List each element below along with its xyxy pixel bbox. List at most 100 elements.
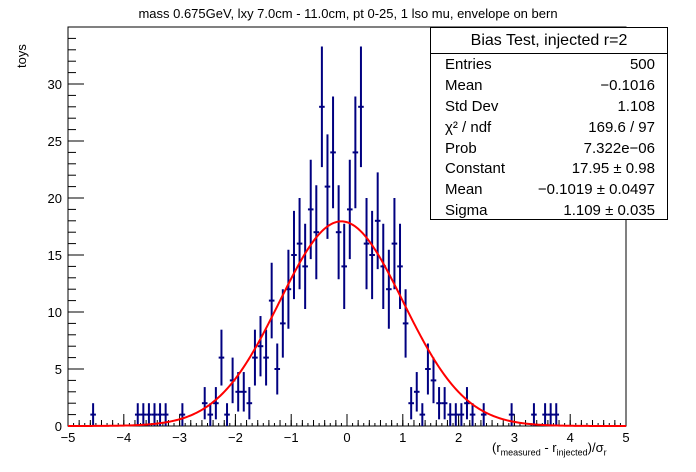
histogram-point bbox=[280, 289, 286, 358]
stats-row-label: Std Dev bbox=[445, 97, 499, 115]
stats-row-value: 1.108 bbox=[617, 97, 655, 115]
histogram-point bbox=[274, 343, 281, 395]
histogram-point bbox=[330, 96, 336, 209]
histogram-point bbox=[553, 403, 560, 426]
x-tick-label: −3 bbox=[172, 430, 187, 445]
histogram-point bbox=[146, 403, 152, 426]
stats-row-label: Constant bbox=[445, 160, 506, 178]
y-tick-label: 0 bbox=[55, 419, 62, 434]
stats-row-value: 7.322e−06 bbox=[583, 139, 655, 157]
histogram-point bbox=[358, 46, 364, 168]
x-tick-label: 4 bbox=[567, 430, 574, 445]
histogram-point bbox=[547, 403, 554, 426]
histogram-point bbox=[413, 372, 420, 412]
stats-row-value: 17.95 ± 0.98 bbox=[571, 160, 655, 178]
histogram-point bbox=[369, 210, 375, 300]
stats-row-value: 1.109 ± 0.035 bbox=[563, 202, 655, 220]
x-tick-label: 2 bbox=[455, 430, 462, 445]
histogram-point bbox=[319, 46, 325, 168]
x-axis-label-sub: measured bbox=[500, 447, 541, 458]
histogram-point bbox=[447, 403, 454, 426]
stats-row-label: Sigma bbox=[445, 202, 488, 220]
histogram-point bbox=[453, 403, 459, 426]
y-tick-label: 30 bbox=[48, 77, 62, 92]
x-tick-label: −5 bbox=[61, 430, 76, 445]
histogram-point bbox=[430, 357, 437, 404]
histogram-point bbox=[268, 262, 275, 339]
histogram-point bbox=[386, 249, 392, 329]
histogram-point bbox=[179, 403, 186, 426]
gaussian-fit-curve bbox=[68, 220, 626, 427]
stats-row: Prob 7.322e−06 bbox=[431, 138, 667, 159]
stats-row: Mean −0.1016 bbox=[431, 75, 667, 96]
histogram-point bbox=[531, 403, 537, 426]
histogram-point bbox=[352, 96, 359, 209]
histogram-point bbox=[419, 403, 426, 426]
y-tick-label: 15 bbox=[48, 248, 62, 263]
histogram-point bbox=[335, 185, 342, 280]
histogram-point bbox=[469, 403, 476, 426]
histogram-point bbox=[464, 387, 470, 420]
histogram-point bbox=[307, 159, 314, 260]
histogram-point bbox=[324, 134, 331, 239]
histogram-point bbox=[425, 343, 431, 395]
stats-row-label: χ² / ndf bbox=[445, 118, 492, 136]
stats-row-label: Mean bbox=[445, 181, 483, 199]
x-tick-label: 0 bbox=[343, 430, 350, 445]
x-axis-label-sub: injected bbox=[556, 447, 588, 458]
histogram-point bbox=[134, 403, 141, 426]
histogram-point bbox=[436, 387, 442, 420]
stats-row: χ² / ndf 169.6 / 97 bbox=[431, 117, 667, 138]
histogram-point bbox=[302, 223, 308, 310]
stats-row: Std Dev 1.108 bbox=[431, 96, 667, 117]
x-tick-label: −2 bbox=[228, 430, 243, 445]
stats-row-value: −0.1016 bbox=[600, 76, 655, 94]
histogram-point bbox=[402, 289, 409, 358]
stats-row-label: Entries bbox=[445, 56, 492, 73]
histogram-point bbox=[224, 403, 230, 426]
x-tick-label: 1 bbox=[399, 430, 406, 445]
x-axis-label-part: (r bbox=[492, 440, 501, 455]
stats-row: Entries 500 bbox=[431, 54, 667, 75]
histogram-point bbox=[151, 403, 158, 426]
stats-row-value: 169.6 / 97 bbox=[588, 118, 655, 136]
y-tick-label: 20 bbox=[48, 191, 62, 206]
y-tick-label: 5 bbox=[55, 362, 62, 377]
histogram-point bbox=[263, 329, 269, 386]
stats-row-value: 500 bbox=[629, 56, 655, 73]
stats-box: Bias Test, injected r=2 Entries 500 Mean −0… bbox=[430, 27, 668, 220]
stats-rows: Entries 500 Mean −0.1016 Std Dev 1.108 χ² / nd… bbox=[431, 54, 667, 221]
histogram-point bbox=[408, 387, 414, 420]
x-axis-label: (rmeasured - rinjected)/σr bbox=[492, 440, 607, 458]
x-axis-label-part: )/σ bbox=[587, 440, 604, 455]
stats-row-value: −0.1019 ± 0.0497 bbox=[537, 181, 655, 199]
histogram-point bbox=[257, 316, 264, 377]
histogram-point bbox=[347, 159, 353, 260]
histogram-point bbox=[441, 387, 448, 420]
histogram-point bbox=[291, 210, 297, 300]
histogram-point bbox=[341, 223, 347, 310]
stats-row: Sigma 1.109 ± 0.035 bbox=[431, 200, 667, 221]
y-axis-label-text: toys bbox=[14, 44, 29, 68]
histogram-point bbox=[207, 403, 214, 426]
y-axis-label: toys bbox=[14, 44, 29, 68]
histogram-point bbox=[235, 372, 241, 412]
histogram-point bbox=[240, 372, 247, 412]
x-tick-label: 3 bbox=[511, 430, 518, 445]
histogram-point bbox=[480, 403, 487, 426]
stats-row-label: Mean bbox=[445, 76, 483, 94]
histogram-point bbox=[201, 387, 208, 420]
histogram-point bbox=[391, 198, 398, 290]
stats-title: Bias Test, injected r=2 bbox=[431, 28, 667, 54]
x-tick-label: −1 bbox=[284, 430, 299, 445]
x-axis-label-sub: r bbox=[603, 447, 607, 458]
fit-curve-path bbox=[68, 220, 626, 427]
y-tick-label: 25 bbox=[48, 134, 62, 149]
histogram-point bbox=[246, 387, 253, 420]
histogram-point bbox=[363, 198, 370, 290]
histogram-point bbox=[140, 403, 147, 426]
histogram-point bbox=[218, 329, 225, 386]
x-tick-label: −4 bbox=[116, 430, 131, 445]
x-axis-label-part: - r bbox=[540, 440, 557, 455]
